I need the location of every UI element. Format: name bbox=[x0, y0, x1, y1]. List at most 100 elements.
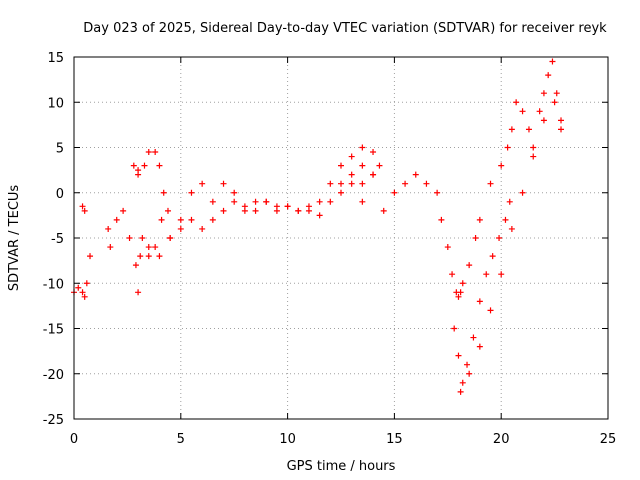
data-point bbox=[137, 253, 144, 260]
data-point bbox=[483, 271, 490, 278]
data-point bbox=[504, 144, 511, 151]
data-point bbox=[81, 293, 88, 300]
data-point bbox=[139, 235, 146, 241]
data-point bbox=[167, 235, 174, 241]
data-point bbox=[376, 162, 383, 169]
data-point bbox=[444, 244, 451, 251]
data-point bbox=[209, 216, 216, 223]
data-point bbox=[145, 149, 152, 156]
data-point bbox=[177, 225, 184, 232]
data-point bbox=[466, 262, 473, 269]
data-point bbox=[327, 198, 334, 205]
data-point bbox=[506, 198, 513, 205]
data-point bbox=[498, 162, 505, 169]
data-point bbox=[519, 108, 526, 115]
data-point bbox=[188, 189, 195, 196]
y-tick-label: -5 bbox=[51, 232, 64, 247]
data-point bbox=[508, 126, 515, 133]
data-point bbox=[113, 216, 120, 223]
data-point bbox=[135, 167, 142, 174]
y-tick-label: -10 bbox=[43, 277, 64, 292]
y-tick-label: -20 bbox=[43, 368, 64, 383]
y-tick-label: 15 bbox=[47, 51, 64, 66]
y-tick-label: 10 bbox=[47, 96, 64, 111]
data-point bbox=[470, 334, 477, 341]
data-point bbox=[455, 352, 462, 359]
data-point bbox=[75, 284, 82, 291]
data-point bbox=[79, 203, 86, 210]
data-point bbox=[558, 126, 565, 133]
data-point bbox=[545, 72, 552, 79]
x-tick-label: 20 bbox=[493, 432, 510, 447]
data-point bbox=[451, 325, 458, 332]
data-point bbox=[464, 361, 471, 368]
data-point bbox=[305, 203, 312, 210]
data-point bbox=[231, 189, 238, 196]
data-point bbox=[158, 216, 165, 223]
data-point bbox=[558, 117, 565, 124]
data-point bbox=[316, 198, 323, 205]
data-point bbox=[438, 216, 445, 223]
data-point bbox=[380, 207, 387, 214]
data-point bbox=[135, 289, 142, 296]
data-point bbox=[508, 225, 515, 232]
data-point bbox=[316, 212, 323, 219]
data-point bbox=[530, 144, 537, 151]
data-point bbox=[327, 180, 334, 187]
data-point bbox=[359, 198, 366, 205]
data-point bbox=[188, 216, 195, 223]
y-tick-label: -25 bbox=[43, 413, 64, 428]
data-point bbox=[338, 189, 344, 196]
y-tick-label: 0 bbox=[56, 187, 64, 202]
data-point bbox=[370, 171, 377, 178]
data-point bbox=[530, 153, 537, 160]
data-point bbox=[459, 379, 466, 386]
data-point bbox=[455, 293, 462, 300]
y-tick-label: 5 bbox=[56, 142, 64, 157]
data-point bbox=[348, 171, 355, 178]
data-series bbox=[71, 58, 565, 395]
data-point bbox=[496, 235, 503, 241]
data-point bbox=[487, 180, 494, 187]
x-tick-label: 15 bbox=[386, 432, 403, 447]
data-point bbox=[466, 370, 473, 377]
data-point bbox=[87, 253, 94, 260]
data-point bbox=[141, 162, 148, 169]
data-point bbox=[152, 244, 159, 251]
x-axis-label: GPS time / hours bbox=[287, 459, 396, 474]
data-point bbox=[160, 189, 167, 196]
data-point bbox=[519, 189, 526, 196]
data-point bbox=[241, 203, 248, 210]
data-point bbox=[252, 207, 259, 214]
data-point bbox=[164, 207, 171, 214]
data-point bbox=[83, 280, 90, 287]
data-point bbox=[79, 289, 86, 296]
data-point bbox=[273, 207, 280, 214]
x-tick-label: 5 bbox=[177, 432, 185, 447]
data-point bbox=[370, 149, 377, 156]
data-point bbox=[540, 90, 547, 97]
x-tick-label: 0 bbox=[70, 432, 78, 447]
data-point bbox=[549, 58, 556, 65]
data-point bbox=[130, 162, 137, 169]
data-point bbox=[120, 207, 127, 214]
y-tick-label: -15 bbox=[43, 323, 64, 338]
data-point bbox=[220, 180, 227, 187]
data-point bbox=[284, 203, 291, 210]
data-point bbox=[105, 225, 112, 232]
data-point bbox=[476, 216, 483, 223]
data-point bbox=[476, 343, 483, 350]
data-point bbox=[81, 207, 88, 214]
data-point bbox=[209, 198, 216, 205]
data-point bbox=[391, 189, 398, 196]
data-point bbox=[263, 198, 270, 205]
data-point bbox=[359, 180, 366, 187]
data-point bbox=[132, 262, 139, 269]
data-point bbox=[145, 253, 152, 260]
data-point bbox=[156, 162, 163, 169]
data-point bbox=[551, 99, 558, 106]
data-point bbox=[348, 153, 355, 160]
data-point bbox=[525, 126, 532, 133]
